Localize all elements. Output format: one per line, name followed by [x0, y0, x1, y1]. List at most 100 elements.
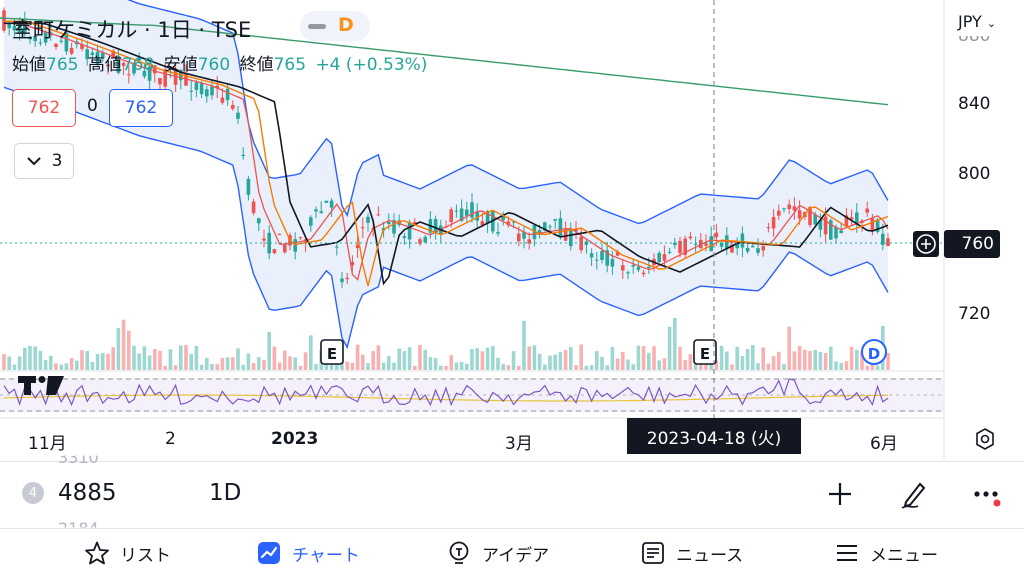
volume-bar — [127, 330, 131, 370]
indicators-toggle-button[interactable]: 3 — [14, 143, 74, 179]
chevron-down-icon — [26, 157, 41, 166]
candle-body — [423, 236, 427, 243]
volume-bar — [803, 349, 807, 370]
candle-body — [111, 50, 115, 58]
candle-body — [548, 226, 552, 228]
candle-body — [69, 47, 74, 54]
candle-body — [163, 69, 167, 87]
event-marker-label: E — [700, 345, 710, 363]
candle-body — [361, 227, 365, 229]
candle-body — [553, 218, 557, 221]
candle-body — [132, 62, 136, 74]
volume-bar — [459, 361, 464, 370]
interval-button[interactable]: 1D — [209, 480, 242, 506]
candle-body — [59, 40, 63, 42]
candle-body — [766, 227, 771, 229]
volume-bar — [116, 328, 121, 370]
volume-bar — [142, 346, 147, 370]
sell-price-box[interactable]: 762 — [12, 89, 76, 127]
currency-selector[interactable]: JPY ⌄ — [958, 12, 996, 31]
candle-body — [688, 236, 693, 239]
candle-body — [215, 85, 219, 89]
candle-body — [392, 220, 396, 234]
volume-bar — [215, 364, 219, 370]
dividend-pill[interactable]: D — [300, 11, 370, 41]
volume-bar — [647, 352, 651, 370]
volume-bar — [392, 362, 396, 370]
drawing-tool-icon[interactable] — [898, 478, 930, 510]
star-icon — [85, 541, 109, 565]
volume-bar — [735, 346, 739, 370]
symbol-toolbar — [0, 461, 1024, 528]
volume-bar — [527, 346, 531, 370]
volume-bar — [95, 353, 100, 370]
candle-body — [199, 83, 204, 95]
candle-body — [7, 23, 11, 29]
volume-bar — [361, 354, 365, 370]
candle-body — [714, 232, 719, 238]
candle-body — [496, 232, 500, 234]
volume-bar — [163, 365, 167, 370]
volume-bar — [688, 354, 693, 370]
volume-bar — [605, 365, 609, 370]
candle-body — [101, 52, 105, 58]
candle-body — [402, 236, 407, 238]
candle-body — [543, 222, 547, 231]
volume-bar — [766, 363, 771, 370]
volume-bar — [309, 335, 313, 370]
nav-item-chart[interactable]: チャート — [256, 529, 360, 577]
volume-bar — [610, 346, 615, 370]
symbol-button[interactable]: 4885 — [58, 480, 117, 506]
low-value: 760 — [197, 55, 231, 75]
nav-item-news[interactable]: ニュース — [640, 529, 743, 577]
volume-bar — [517, 365, 521, 370]
candle-body — [657, 252, 661, 262]
ohlc-legend: 始値765 高値768 安値760 終値765 +4 (+0.53%) — [12, 50, 431, 75]
time-label: 6月 — [870, 434, 898, 454]
candle-body — [449, 209, 453, 222]
more-options-icon[interactable] — [970, 478, 1002, 510]
ema-line — [4, 20, 889, 287]
candle-body — [569, 228, 573, 247]
symbol-title[interactable]: 室町ケミカル · 1日 · TSE — [12, 18, 252, 42]
add-indicator-icon[interactable] — [824, 478, 856, 510]
volume-bar — [298, 365, 303, 370]
candle-body — [522, 231, 526, 239]
candle-body — [511, 221, 516, 223]
volume-bar — [75, 360, 79, 370]
volume-bar — [272, 346, 277, 370]
candle-body — [350, 261, 355, 266]
nav-item-menu[interactable]: メニュー — [834, 529, 938, 577]
candle-body — [855, 212, 859, 223]
add-price-alert-button[interactable] — [913, 231, 939, 257]
price-label-partial: 880 — [958, 26, 991, 46]
volume-bar — [574, 365, 578, 370]
candle-body — [262, 238, 266, 241]
volume-bar — [366, 363, 370, 370]
candle-body — [54, 43, 58, 47]
volume-bar — [350, 362, 355, 370]
candle-body — [761, 246, 765, 251]
volume-bar — [652, 346, 656, 370]
candle-body — [589, 253, 594, 258]
volume-bar — [54, 363, 58, 370]
chart-settings-icon[interactable] — [972, 426, 998, 452]
volume-bar — [428, 357, 433, 370]
buy-price-box[interactable]: 762 — [109, 89, 173, 127]
price-chart[interactable]: E E D — [0, 0, 1024, 460]
volume-bar — [657, 360, 661, 370]
nav-item-list[interactable]: リスト — [84, 529, 171, 577]
volume-bar — [371, 351, 375, 370]
volume-bar — [158, 350, 162, 370]
nav-item-ideas[interactable]: アイデア — [446, 529, 549, 577]
volume-bar — [553, 354, 557, 370]
volume-bar — [210, 364, 214, 370]
open-label: 始値 — [12, 55, 46, 75]
candle-body — [574, 228, 578, 232]
candle-body — [480, 221, 485, 226]
volume-bar — [667, 326, 672, 370]
volume-bar — [532, 345, 537, 370]
volume-bar — [376, 345, 381, 370]
nav-item-label: チャート — [292, 545, 360, 566]
volume-bar — [745, 348, 750, 370]
